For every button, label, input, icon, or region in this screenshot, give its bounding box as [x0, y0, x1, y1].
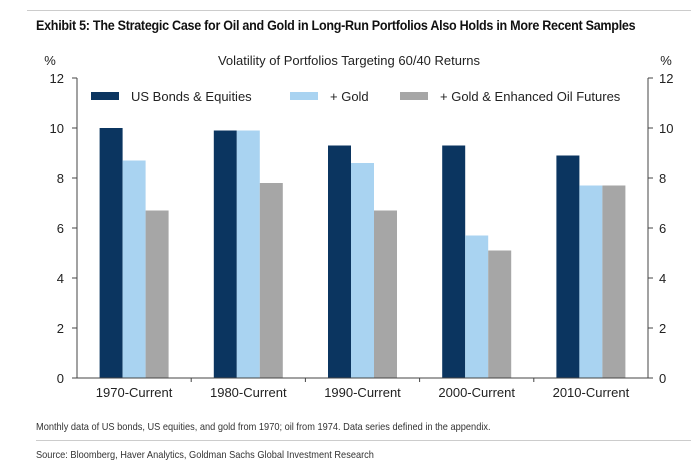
bar-1970-Current-0	[99, 128, 123, 378]
legend-swatch	[290, 92, 318, 100]
bar-1990-Current-1	[351, 163, 374, 378]
source-note: Source: Bloomberg, Haver Analytics, Gold…	[36, 449, 374, 461]
right-tick-label: 0	[659, 371, 666, 386]
right-axis-unit: %	[660, 53, 672, 68]
bar-1990-Current-2	[374, 210, 397, 378]
left-tick-label: 0	[57, 371, 64, 386]
category-label: 1980-Current	[210, 385, 287, 400]
legend-label: + Gold	[330, 89, 369, 104]
exhibit-title: Exhibit 5: The Strategic Case for Oil an…	[36, 18, 636, 33]
bar-2000-Current-0	[442, 145, 466, 378]
bar-2010-Current-2	[602, 185, 626, 378]
left-tick-label: 6	[57, 221, 64, 236]
right-tick-label: 6	[659, 221, 666, 236]
left-tick-label: 2	[57, 321, 64, 336]
footnote-rule	[36, 440, 691, 441]
left-tick-label: 4	[57, 271, 64, 286]
legend-swatch	[91, 92, 119, 100]
footnote: Monthly data of US bonds, US equities, a…	[36, 421, 491, 433]
right-tick-label: 8	[659, 171, 666, 186]
bar-1980-Current-2	[259, 183, 283, 378]
bar-1970-Current-1	[122, 160, 146, 378]
category-label: 1970-Current	[96, 385, 173, 400]
legend-label: + Gold & Enhanced Oil Futures	[440, 89, 621, 104]
top-rule	[27, 10, 691, 11]
left-axis-unit: %	[44, 53, 56, 68]
left-tick-label: 12	[50, 71, 64, 86]
legend-label: US Bonds & Equities	[131, 89, 252, 104]
bar-1980-Current-0	[213, 130, 237, 378]
category-label: 1990-Current	[324, 385, 401, 400]
right-tick-label: 12	[659, 71, 673, 86]
category-label: 2000-Current	[438, 385, 515, 400]
bar-2000-Current-1	[465, 235, 489, 378]
bar-2010-Current-0	[556, 155, 580, 378]
right-tick-label: 10	[659, 121, 673, 136]
left-tick-label: 10	[50, 121, 64, 136]
category-label: 2010-Current	[553, 385, 630, 400]
bar-chart: Volatility of Portfolios Targeting 60/40…	[44, 53, 673, 400]
bar-2010-Current-1	[579, 185, 603, 378]
left-tick-label: 8	[57, 171, 64, 186]
bar-1990-Current-0	[328, 145, 351, 378]
right-tick-label: 2	[659, 321, 666, 336]
bar-2000-Current-2	[488, 250, 512, 378]
bar-1980-Current-1	[236, 130, 260, 378]
bar-1970-Current-2	[145, 210, 169, 378]
legend-swatch	[400, 92, 428, 100]
right-tick-label: 4	[659, 271, 666, 286]
chart-subtitle: Volatility of Portfolios Targeting 60/40…	[218, 53, 481, 68]
